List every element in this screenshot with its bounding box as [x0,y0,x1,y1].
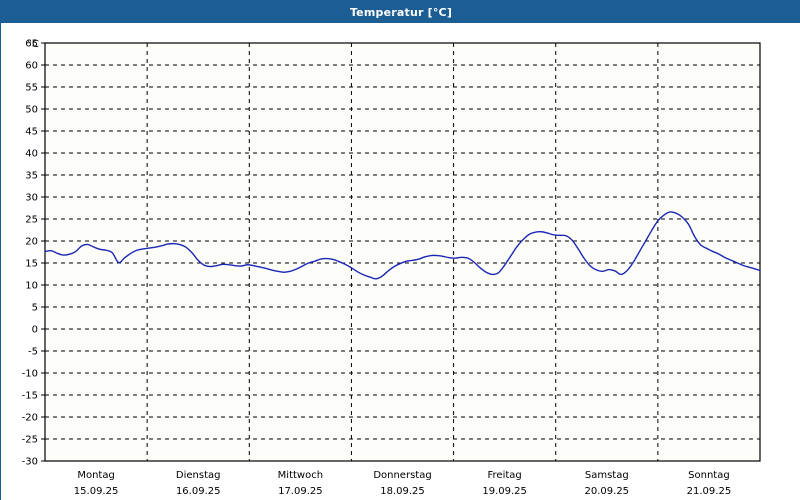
x-axis-day-label: Samstag [585,470,629,481]
y-axis-tick-label: -20 [22,413,38,424]
y-axis-tick-label: 60 [25,61,38,72]
x-axis-day-label: Montag [77,470,114,481]
window-titlebar: Temperatur [°C] [1,1,800,23]
x-axis-date-label: 15.09.25 [74,486,119,497]
x-axis-tick-labels: Montag 15.09.25 Dienstag 16.09.25 Mittwoch 17… [74,470,731,497]
y-gridlines [41,42,760,462]
y-axis-tick-label: 10 [25,281,38,292]
x-axis-date-label: 20.09.25 [585,486,630,497]
y-axis-tick-label: 65 [25,39,38,50]
plot-background [45,43,760,461]
y-axis-tick-label: 45 [25,127,38,138]
y-axis-tick-label: 5 [32,303,38,314]
x-axis-day-label: Donnerstag [373,470,431,481]
y-axis-tick-label: 35 [25,171,38,182]
y-axis-tick-label: 15 [25,259,38,270]
x-gridlines [146,43,659,461]
y-axis-tick-label: 0 [32,325,38,336]
y-axis-tick-label: -25 [22,435,38,446]
y-axis-tick-label: -15 [22,391,38,402]
y-axis-tick-label: 50 [25,105,38,116]
x-axis-day-label: Mittwoch [278,470,323,481]
y-axis-tick-label: 20 [25,237,38,248]
x-axis-date-label: 21.09.25 [687,486,732,497]
y-axis-tick-label: 30 [25,193,38,204]
y-axis-tick-label: 55 [25,83,38,94]
x-axis-date-label: 18.09.25 [380,486,425,497]
y-axis-tick-label: -5 [28,347,38,358]
x-axis-day-label: Sonntag [688,470,730,481]
x-axis-date-label: 17.09.25 [278,486,323,497]
x-axis-date-label: 19.09.25 [482,486,527,497]
temperature-series-line [44,211,761,280]
y-axis-tick-label: 40 [25,149,38,160]
x-axis-date-label: 16.09.25 [176,486,221,497]
x-axis-day-label: Dienstag [176,470,221,481]
y-axis-tick-label: -10 [22,369,38,380]
chart-area: 65 60 55 50 45 40 35 30 25 20 15 10 5 0 -5 -10 -15 -20 -25… [1,23,800,500]
y-axis-unit-label: °C [27,39,39,50]
y-axis-tick-labels: 65605550454035302520151050-5-10-15-20-25… [22,39,38,468]
x-axis-day-label: Freitag [488,470,522,481]
window-title: Temperatur [°C] [349,5,453,19]
temperature-line-chart: 65605550454035302520151050-5-10-15-20-25… [1,23,800,500]
y-axis-tick-label: -30 [22,457,38,468]
y-axis-tick-label: 25 [25,215,38,226]
